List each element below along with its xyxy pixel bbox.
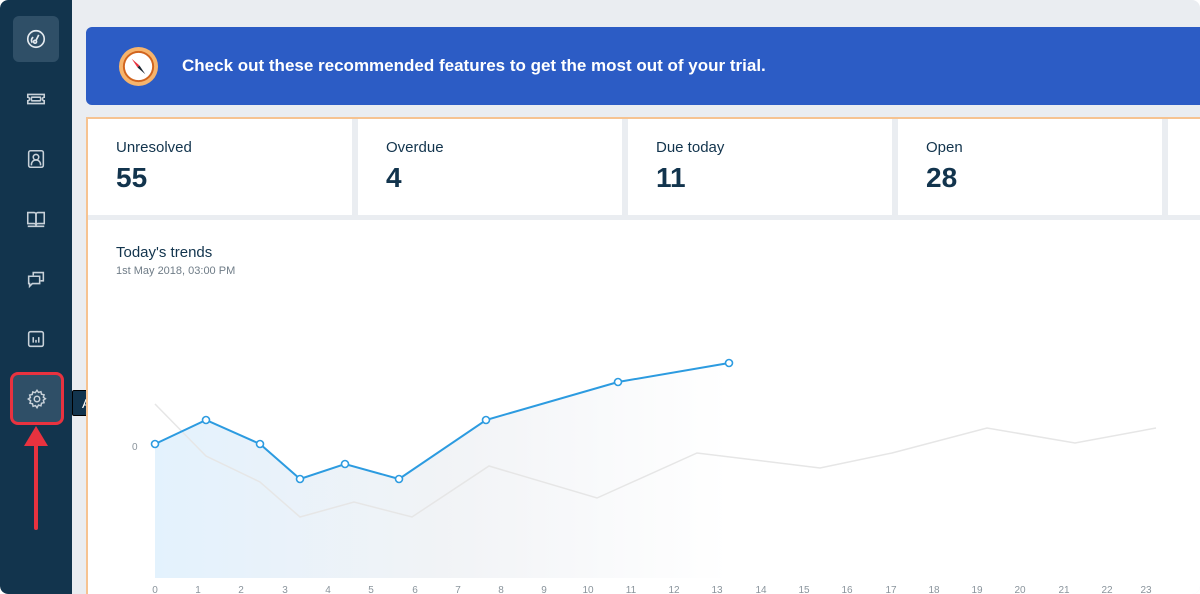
- svg-text:3: 3: [282, 585, 288, 594]
- svg-text:22: 22: [1101, 585, 1113, 594]
- svg-text:18: 18: [928, 585, 940, 594]
- svg-text:9: 9: [541, 585, 547, 594]
- svg-text:7: 7: [455, 585, 461, 594]
- sidebar-item-dashboard[interactable]: [13, 16, 59, 62]
- sidebar-item-contacts[interactable]: [13, 136, 59, 182]
- svg-text:2: 2: [238, 585, 244, 594]
- stat-card-partial[interactable]: [1168, 119, 1200, 215]
- stat-value: 55: [116, 162, 148, 193]
- sidebar-item-admin[interactable]: [10, 372, 64, 425]
- svg-text:21: 21: [1058, 585, 1070, 594]
- contact-card-icon: [27, 149, 45, 169]
- stat-label: Due today: [656, 139, 725, 156]
- trends-line-chart[interactable]: 0 0 1 2 3 4 5 6 7 8 9 10 11 12: [88, 220, 1200, 594]
- banner-text[interactable]: Check out these recommended features to …: [182, 56, 766, 75]
- annotation-arrow-icon: [24, 426, 48, 530]
- svg-text:4: 4: [325, 585, 331, 594]
- svg-text:14: 14: [755, 585, 767, 594]
- sidebar-item-tickets[interactable]: [13, 76, 59, 122]
- compass-icon: [118, 46, 159, 87]
- stat-value: 4: [386, 162, 402, 193]
- svg-text:8: 8: [498, 585, 504, 594]
- chart-title: Today's trends: [116, 244, 213, 261]
- x-axis-ticks: 0 1 2 3 4 5 6 7 8 9 10 11 12 13: [152, 585, 1152, 594]
- main-content: Check out these recommended features to …: [72, 0, 1200, 594]
- svg-text:6: 6: [412, 585, 418, 594]
- stat-value: 11: [656, 162, 686, 193]
- stat-card-overdue[interactable]: Overdue 4: [358, 119, 622, 215]
- svg-text:10: 10: [582, 585, 594, 594]
- dashboard-panel: Unresolved 55 Overdue 4 Due today 11 Ope…: [86, 117, 1200, 594]
- svg-text:23: 23: [1140, 585, 1152, 594]
- stat-card-unresolved[interactable]: Unresolved 55: [88, 119, 352, 215]
- svg-text:12: 12: [668, 585, 680, 594]
- dashboard-gauge-icon: [26, 29, 46, 49]
- y-tick: 0: [132, 442, 138, 453]
- open-book-icon: [26, 211, 46, 228]
- sidebar-item-forums[interactable]: [13, 256, 59, 302]
- svg-text:5: 5: [368, 585, 374, 594]
- svg-text:15: 15: [798, 585, 810, 594]
- svg-text:20: 20: [1014, 585, 1026, 594]
- stat-label: Open: [926, 139, 963, 156]
- svg-text:11: 11: [626, 585, 637, 594]
- sidebar-item-reports[interactable]: [13, 316, 59, 362]
- stat-value: 28: [926, 162, 958, 193]
- chat-bubbles-icon: [27, 271, 45, 289]
- stat-card-due-today[interactable]: Due today 11: [628, 119, 892, 215]
- stat-card-open[interactable]: Open 28: [898, 119, 1162, 215]
- svg-text:1: 1: [195, 585, 201, 594]
- ticket-icon: [26, 93, 46, 105]
- svg-text:19: 19: [971, 585, 983, 594]
- svg-text:16: 16: [841, 585, 853, 594]
- trends-chart-panel: Today's trends 1st May 2018, 03:00 PM: [88, 220, 1200, 594]
- svg-text:0: 0: [152, 585, 158, 594]
- gear-icon: [27, 388, 47, 409]
- svg-text:17: 17: [885, 585, 897, 594]
- svg-text:13: 13: [711, 585, 723, 594]
- bar-chart-icon: [27, 330, 45, 348]
- stat-label: Unresolved: [116, 139, 192, 156]
- chart-subtitle: 1st May 2018, 03:00 PM: [116, 265, 236, 277]
- stat-label: Overdue: [386, 139, 444, 156]
- trial-banner[interactable]: Check out these recommended features to …: [86, 27, 1200, 105]
- sidebar-item-solutions[interactable]: [13, 196, 59, 242]
